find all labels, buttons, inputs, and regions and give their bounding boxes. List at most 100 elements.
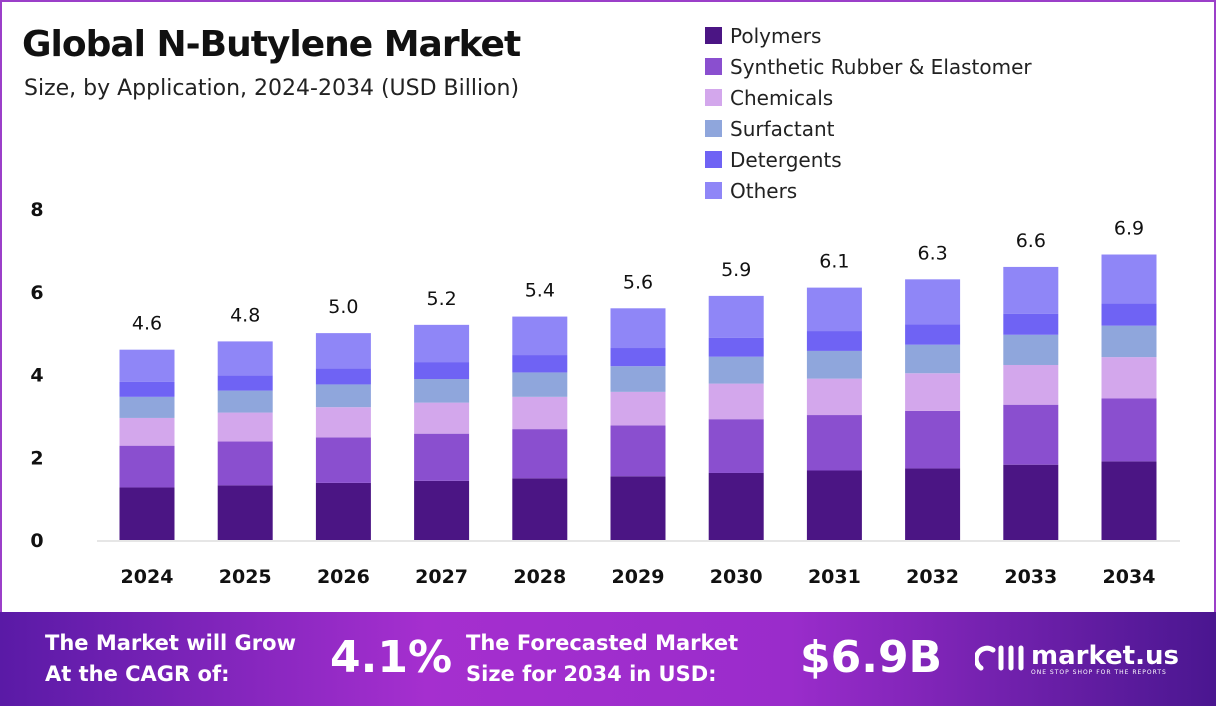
bar-segment (414, 480, 470, 540)
bar-segment (1101, 461, 1157, 540)
y-tick-label: 6 (30, 282, 43, 304)
legend-label: Chemicals (730, 85, 834, 110)
chart-frame (0, 0, 1216, 612)
bar-segment (315, 333, 371, 369)
legend-swatch (705, 151, 722, 168)
chart-plot: 0 2 4 6 8 4.6 2024 4.8 2025 5.0 2026 5.2 2027 5.4 2028… (30, 199, 1180, 588)
bar-segment (708, 356, 764, 384)
bar-segment (512, 478, 568, 540)
bar-segment (905, 279, 961, 325)
bar-segment (119, 381, 175, 397)
bar-segment (1003, 266, 1059, 314)
bar-segment (512, 429, 568, 479)
bar-segment (119, 417, 175, 446)
forecast-label: The Forecasted Market Size for 2034 in US… (466, 628, 738, 690)
bar-segment (217, 390, 273, 413)
bar-segment (414, 402, 470, 434)
bar-segment (708, 472, 764, 540)
bar-segment (806, 415, 862, 471)
bar-segment (217, 412, 273, 442)
y-tick-label: 4 (30, 365, 43, 387)
bar-segment (1101, 357, 1157, 399)
total-label: 6.1 (819, 251, 849, 273)
bar-segment (905, 410, 961, 469)
bar-segment (119, 396, 175, 418)
cagr-label-line: The Market will Grow (45, 631, 296, 655)
cagr-label: The Market will Grow At the CAGR of: (45, 628, 296, 690)
bar-segment (414, 379, 470, 403)
total-label: 4.8 (230, 304, 260, 326)
chart-subtitle: Size, by Application, 2024-2034 (USD Bil… (24, 76, 520, 101)
bar-segment (217, 441, 273, 486)
bar-segment (1003, 364, 1059, 405)
bar-segment (217, 375, 273, 391)
legend-item: Detergents (705, 144, 1032, 175)
bar-segment (414, 362, 470, 380)
bar-segment (315, 437, 371, 483)
forecast-label-line: The Forecasted Market (466, 631, 739, 655)
y-tick-label: 8 (30, 199, 43, 221)
bar-segment (1101, 325, 1157, 358)
legend-label: Polymers (730, 23, 822, 48)
bar-segment (610, 366, 666, 392)
legend-item: Surfactant (705, 113, 1032, 144)
legend-swatch (705, 120, 722, 137)
bar-segment (1101, 303, 1157, 326)
bar-segment (1003, 404, 1059, 465)
x-tick-label: 2030 (710, 566, 763, 588)
bar-segment (806, 470, 862, 540)
bar-segment (1003, 334, 1059, 365)
bar-segment (119, 445, 175, 488)
bar-segment (610, 308, 666, 349)
bar-segment (806, 331, 862, 351)
x-tick-label: 2025 (219, 566, 272, 588)
legend-swatch (705, 182, 722, 199)
bar-segment (905, 344, 961, 374)
bar-segment (315, 482, 371, 540)
bar-segment (1101, 398, 1157, 462)
legend: Polymers Synthetic Rubber & Elastomer Chem… (705, 20, 1032, 206)
bar-segment (119, 349, 175, 382)
x-tick-label: 2029 (612, 566, 665, 588)
bar-segment (806, 350, 862, 379)
legend-swatch (705, 27, 722, 44)
bar-segment (512, 396, 568, 430)
bar-segment (708, 383, 764, 420)
y-tick-label: 0 (30, 530, 43, 552)
total-label: 5.6 (623, 271, 653, 293)
bar-segment (806, 287, 862, 332)
bar-segment (610, 348, 666, 367)
logo-tagline: ONE STOP SHOP FOR THE REPORTS (1031, 668, 1167, 676)
x-tick-label: 2034 (1103, 566, 1156, 588)
bar-segment (806, 378, 862, 416)
legend-label: Detergents (730, 147, 842, 172)
total-label: 4.6 (132, 313, 162, 335)
legend-label: Surfactant (730, 116, 835, 141)
legend-item: Synthetic Rubber & Elastomer (705, 51, 1032, 82)
bar-segment (1101, 254, 1157, 304)
legend-label: Others (730, 178, 798, 203)
x-tick-label: 2028 (513, 566, 566, 588)
bar-segment (708, 337, 764, 357)
total-label: 6.9 (1114, 218, 1144, 240)
legend-swatch (705, 89, 722, 106)
cagr-value: 4.1% (330, 632, 453, 683)
bar-segment (1003, 313, 1059, 335)
x-tick-label: 2032 (906, 566, 959, 588)
legend-item: Others (705, 175, 1032, 206)
bar-segment (315, 384, 371, 408)
bar-segment (512, 355, 568, 373)
bar-segment (512, 372, 568, 397)
x-tick-label: 2031 (808, 566, 861, 588)
total-label: 5.4 (525, 280, 555, 302)
bar-segment (217, 485, 273, 540)
total-label: 5.0 (328, 296, 358, 318)
total-label: 6.6 (1016, 230, 1046, 252)
bar-segment (414, 433, 470, 481)
total-label: 5.2 (426, 288, 456, 310)
bar-segment (708, 295, 764, 338)
y-tick-label: 2 (30, 447, 43, 469)
bar-segment (315, 407, 371, 438)
x-tick-label: 2033 (1004, 566, 1057, 588)
x-tick-label: 2026 (317, 566, 370, 588)
